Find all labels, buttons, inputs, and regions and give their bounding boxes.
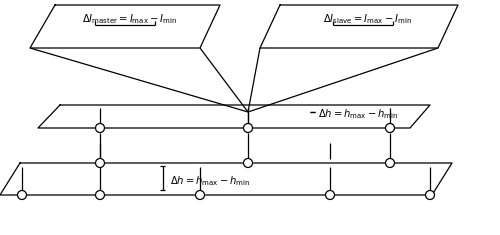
Text: $\Delta h = h_{\mathrm{max}} - h_{\mathrm{min}}$: $\Delta h = h_{\mathrm{max}} - h_{\mathr… [318, 107, 398, 121]
Circle shape [96, 158, 104, 168]
Circle shape [386, 158, 394, 168]
Circle shape [244, 124, 252, 133]
Circle shape [326, 191, 334, 200]
Circle shape [196, 191, 204, 200]
Circle shape [386, 124, 394, 133]
Text: $\Delta\mathit{I}_{\mathrm{slave}} = \mathit{I}_{\mathrm{max}} - \mathit{I}_{\ma: $\Delta\mathit{I}_{\mathrm{slave}} = \ma… [324, 12, 412, 26]
Circle shape [426, 191, 434, 200]
Text: $\Delta h = h_{\mathrm{max}} - h_{\mathrm{min}}$: $\Delta h = h_{\mathrm{max}} - h_{\mathr… [170, 174, 250, 188]
Text: $\Delta\mathit{I}_{\mathrm{master}} = \mathit{I}_{\mathrm{max}} - \mathit{I}_{\m: $\Delta\mathit{I}_{\mathrm{master}} = \m… [82, 12, 178, 26]
Circle shape [96, 191, 104, 200]
Circle shape [96, 124, 104, 133]
Circle shape [244, 158, 252, 168]
Circle shape [18, 191, 26, 200]
